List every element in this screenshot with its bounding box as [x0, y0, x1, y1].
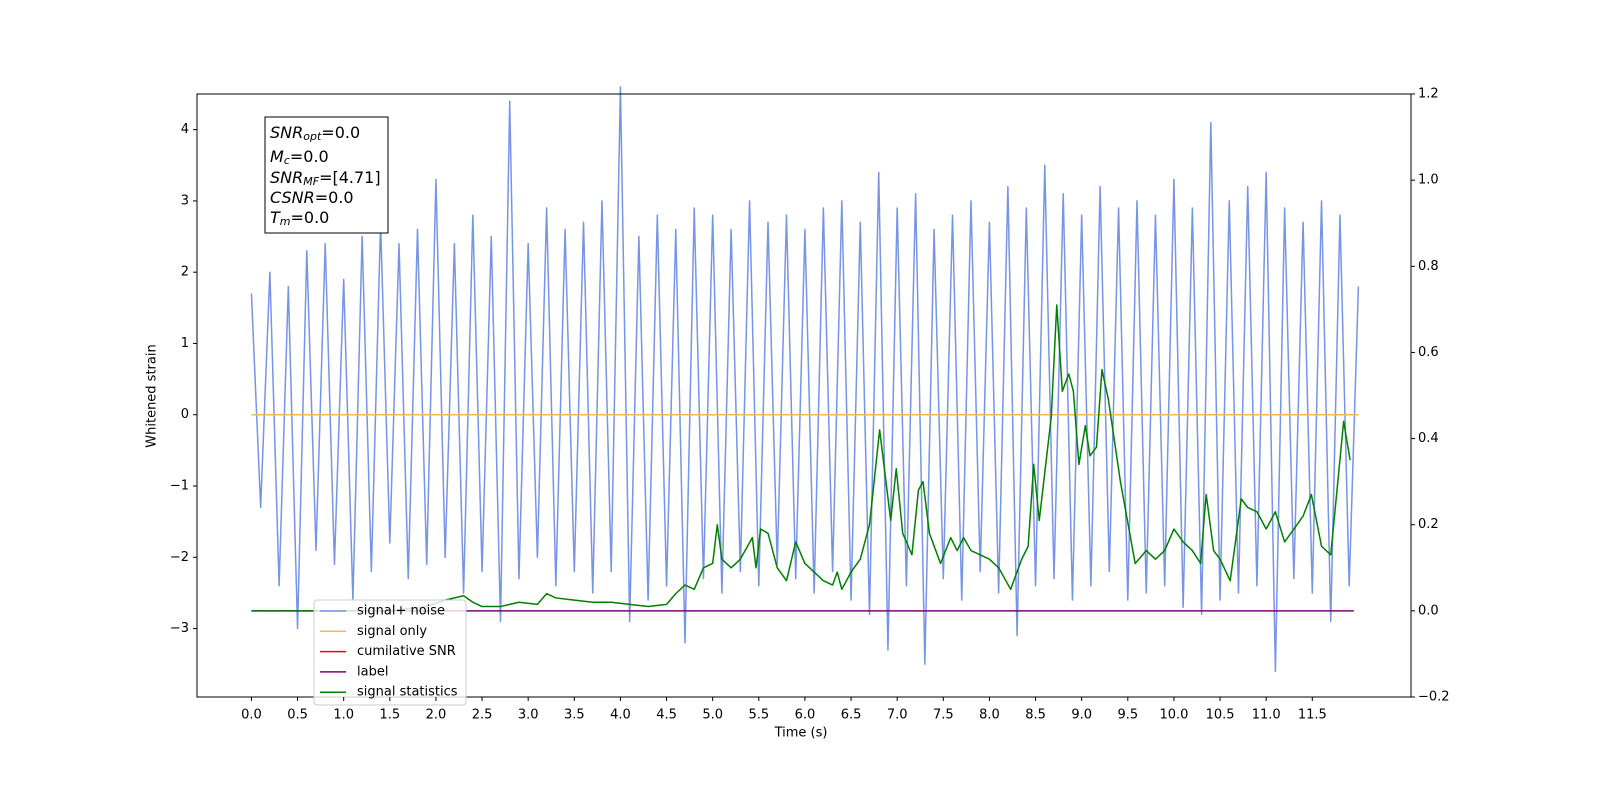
annotation-symbol: T: [270, 208, 281, 227]
x-tick-label: 0.5: [287, 708, 308, 723]
x-axis-label: Time (s): [774, 726, 828, 741]
annotation-subscript: c: [284, 154, 290, 167]
x-tick-label: 6.0: [795, 708, 816, 723]
annotation-line: SNRMF=[4.71]: [270, 168, 381, 189]
y-tick-label: −3: [170, 621, 189, 636]
annotation-value: =[4.71]: [319, 168, 381, 187]
x-tick-label: 10.5: [1206, 708, 1235, 723]
annotation-subscript: MF: [303, 175, 319, 188]
y-tick-label: 3: [181, 193, 189, 208]
y2-tick-label: 0.2: [1418, 517, 1439, 532]
annotation-value: =0.0: [321, 123, 360, 142]
legend-frame: [313, 599, 467, 706]
annotation-subscript: m: [280, 215, 291, 228]
x-tick-label: 4.5: [656, 708, 677, 723]
y2-tick-label: 0.6: [1418, 345, 1439, 360]
x-tick-label: 11.0: [1252, 708, 1281, 723]
annotation-line: Mc=0.0: [270, 147, 329, 168]
x-tick-label: 9.5: [1117, 708, 1138, 723]
series-line: [250, 86, 1360, 673]
x-tick-label: 7.5: [933, 708, 954, 723]
y-axis-label: Whitened strain: [145, 344, 160, 447]
legend: signal+ noise signal only cumilative SNR la…: [313, 599, 467, 706]
axes-frame: [196, 93, 1412, 698]
x-tick-label: 5.0: [702, 708, 723, 723]
x-tick-label: 10.0: [1159, 708, 1188, 723]
x-tick-label: 3.0: [518, 708, 539, 723]
y2-tick-label: 0.8: [1418, 259, 1439, 274]
x-tick-label: 6.5: [841, 708, 862, 723]
annotation-frame: [264, 116, 389, 234]
y-tick-label: 1: [181, 336, 189, 351]
x-tick-label: 7.0: [887, 708, 908, 723]
annotation-subscript: opt: [303, 130, 322, 143]
y2-tick-label: 1.2: [1418, 87, 1439, 102]
annotation-value: =0.0: [291, 208, 330, 227]
series-line: [251, 304, 1351, 612]
legend-label: cumilative SNR: [357, 644, 456, 659]
annotation-line: Tm=0.0: [270, 208, 329, 229]
x-tick-label: 8.5: [1025, 708, 1046, 723]
y2-tick-label: 0.0: [1418, 603, 1439, 618]
y-tick-label: 4: [181, 122, 189, 137]
annotation-line: CSNR=0.0: [270, 188, 354, 207]
legend-label: label: [357, 664, 388, 679]
annotation-symbol: M: [270, 147, 284, 166]
x-tick-label: 1.5: [379, 708, 400, 723]
x-tick-label: 0.0: [241, 708, 262, 723]
annotation-value: =0.0: [290, 147, 329, 166]
y-tick-label: −1: [170, 479, 189, 494]
x-tick-label: 2.0: [426, 708, 447, 723]
y2-tick-label: 1.0: [1418, 173, 1439, 188]
x-tick-label: 3.5: [564, 708, 585, 723]
y-tick-label: 2: [181, 265, 189, 280]
annotation-line: SNRopt=0.0: [270, 123, 360, 144]
x-tick-label: 1.0: [333, 708, 354, 723]
legend-label: signal+ noise: [357, 604, 445, 619]
annotation-box: SNRopt=0.0Mc=0.0SNRMF=[4.71]CSNR=0.0Tm=0…: [264, 116, 389, 234]
annotation-symbol: SNR: [270, 168, 303, 187]
x-tick-label: 9.0: [1071, 708, 1092, 723]
x-tick-label: 5.5: [748, 708, 769, 723]
annotation-symbol: CSNR: [270, 188, 315, 207]
x-tick-label: 2.5: [472, 708, 493, 723]
y-tick-label: −2: [170, 550, 189, 565]
legend-label: signal only: [357, 624, 427, 639]
annotation-value: =0.0: [315, 188, 354, 207]
x-tick-label: 4.0: [610, 708, 631, 723]
y2-tick-label: −0.2: [1418, 690, 1450, 705]
y2-tick-label: 0.4: [1418, 431, 1439, 446]
y-tick-label: 0: [181, 407, 189, 422]
x-tick-label: 8.0: [979, 708, 1000, 723]
x-tick-label: 11.5: [1298, 708, 1327, 723]
legend-label: signal statistics: [357, 685, 458, 700]
annotation-symbol: SNR: [270, 123, 303, 142]
